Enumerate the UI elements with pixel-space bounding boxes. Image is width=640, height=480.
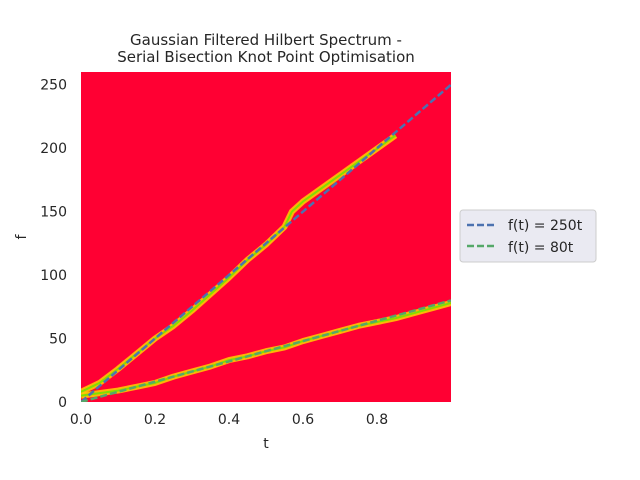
legend-box (459, 209, 597, 263)
series-line-0 (81, 83, 451, 402)
legend-label-80t: f(t) = 80t (508, 240, 574, 256)
y-axis-label: f (14, 233, 30, 239)
x-tick-label: 0.6 (292, 412, 314, 428)
chart-title-line-1: Gaussian Filtered Hilbert Spectrum - (130, 31, 402, 49)
y-tick-label: 200 (40, 141, 67, 157)
x-tick-label: 0.0 (70, 412, 92, 428)
y-tick-label: 150 (40, 205, 67, 221)
series-line-1 (81, 299, 451, 402)
y-tick-label: 0 (58, 395, 67, 411)
chart-title-line-2: Serial Bisection Knot Point Optimisation (117, 48, 415, 66)
x-tick-label: 0.8 (366, 412, 388, 428)
x-axis-label: t (263, 436, 269, 452)
x-tick-label: 0.4 (218, 412, 240, 428)
x-tick-label: 0.2 (144, 412, 166, 428)
legend-label-250t: f(t) = 250t (508, 218, 583, 234)
y-tick-label: 100 (40, 268, 67, 284)
y-tick-label: 50 (49, 332, 67, 348)
heat-ridge-core (81, 134, 397, 393)
legend: f(t) = 250t f(t) = 80t (459, 209, 597, 263)
y-tick-label: 250 (40, 78, 67, 94)
